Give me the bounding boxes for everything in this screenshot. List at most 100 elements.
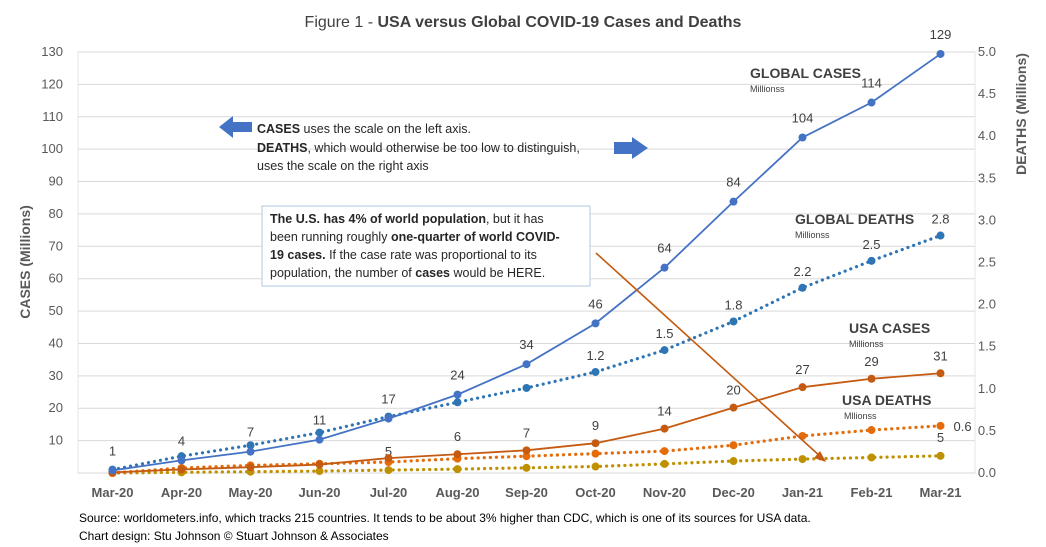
- data-point: [591, 439, 600, 448]
- data-point: [591, 367, 600, 376]
- text-run: would be HERE.: [450, 266, 545, 280]
- data-point: [591, 319, 600, 328]
- right-tick-label: 1.5: [978, 339, 996, 354]
- data-label: 1.8: [724, 297, 742, 312]
- left-tick-label: 100: [41, 141, 63, 156]
- data-label: 24: [450, 368, 464, 383]
- data-point: [522, 452, 531, 461]
- chart-title-prefix: Figure 1 -: [305, 14, 378, 31]
- data-point: [660, 346, 669, 355]
- right-tick-label: 4.0: [978, 128, 996, 143]
- data-label: 5: [937, 430, 944, 445]
- x-tick-label: Aug-20: [435, 485, 479, 500]
- data-label: 1: [109, 443, 116, 458]
- data-label: 104: [792, 110, 814, 125]
- data-point: [867, 98, 876, 107]
- data-point: [867, 453, 876, 462]
- x-tick-label: Dec-20: [712, 485, 755, 500]
- left-tick-label: 80: [49, 206, 63, 221]
- left-tick-label: 130: [41, 44, 63, 59]
- note-line: The U.S. has 4% of world population, but…: [270, 212, 544, 226]
- data-label: 5: [385, 444, 392, 459]
- data-point: [522, 446, 531, 455]
- left-tick-label: 120: [41, 76, 63, 91]
- data-point: [522, 463, 531, 472]
- left-axis-ticks: 10 20 30 40 50 60 70 80 90 100 110 120 130: [41, 44, 63, 448]
- data-label: 7: [247, 425, 254, 440]
- note-line: population, the number of cases would be…: [270, 266, 545, 280]
- data-label: 11: [313, 413, 327, 428]
- data-point: [867, 256, 876, 265]
- here-pointer-line: [595, 252, 822, 458]
- data-point: [936, 231, 945, 240]
- right-axis-note-line1: DEATHS, which would otherwise be too low…: [257, 141, 580, 155]
- data-label: 14: [657, 404, 671, 419]
- left-tick-label: 110: [42, 109, 63, 124]
- note-line: been running roughly one-quarter of worl…: [270, 230, 560, 244]
- text-run: If the case rate was proportional to its: [326, 248, 537, 262]
- data-label: 84: [726, 175, 740, 190]
- here-pointer-arrowhead: [814, 451, 826, 462]
- data-label: 29: [864, 354, 878, 369]
- note-text: The U.S. has 4% of world population, but…: [270, 212, 560, 280]
- right-tick-label: 2.0: [978, 297, 996, 312]
- right-axis-title: DEATHS (Millions): [1013, 53, 1029, 175]
- data-label: 2.2: [793, 264, 811, 279]
- chart-title: Figure 1 - USA versus Global COVID-19 Ca…: [305, 14, 742, 31]
- data-point: [246, 463, 255, 472]
- data-point: [729, 441, 738, 450]
- data-point: [453, 398, 462, 407]
- data-point: [936, 49, 945, 58]
- left-tick-label: 60: [49, 271, 63, 286]
- data-point: [867, 426, 876, 435]
- data-point: [660, 263, 669, 272]
- series-unit-label: Millionss: [750, 84, 785, 94]
- data-point: [315, 428, 324, 437]
- data-point: [798, 133, 807, 142]
- data-point: [936, 421, 945, 430]
- data-label: 17: [381, 392, 395, 407]
- right-axis-note-line2: uses the scale on the right axis: [257, 159, 429, 173]
- data-point: [177, 465, 186, 474]
- left-tick-label: 10: [49, 433, 63, 448]
- data-point: [177, 456, 186, 465]
- data-label: 6: [454, 429, 461, 444]
- data-point: [591, 462, 600, 471]
- right-tick-label: 3.0: [978, 212, 996, 227]
- data-label: 2.5: [862, 237, 880, 252]
- right-tick-label: 1.0: [978, 381, 996, 396]
- data-point: [729, 457, 738, 466]
- x-tick-label: May-20: [228, 485, 272, 500]
- annotations: CASES uses the scale on the left axis. D…: [219, 116, 826, 462]
- data-label: 114: [861, 76, 882, 91]
- series-unit-label: Millionss: [795, 230, 830, 240]
- x-tick-label: Mar-21: [920, 485, 962, 500]
- covid-line-chart: Figure 1 - USA versus Global COVID-19 Ca…: [17, 14, 1029, 500]
- right-tick-label: 3.5: [978, 170, 996, 185]
- data-point: [108, 466, 117, 475]
- data-label: 0.6: [954, 419, 972, 434]
- x-tick-label: Sep-20: [505, 485, 548, 500]
- data-point: [729, 403, 738, 412]
- text-run: been running roughly: [270, 230, 391, 244]
- right-axis-ticks: 0.0 0.5 1.0 1.5 2.0 2.5 3.0 3.5 4.0 4.5 5.0: [978, 44, 996, 480]
- data-point: [867, 374, 876, 383]
- x-tick-label: Jul-20: [370, 485, 408, 500]
- left-tick-label: 70: [49, 238, 63, 253]
- data-label: 20: [726, 383, 740, 398]
- data-point: [660, 459, 669, 468]
- data-point: [246, 447, 255, 456]
- right-tick-label: 4.5: [978, 86, 996, 101]
- data-label: 9: [592, 418, 599, 433]
- right-arrow-icon: [614, 137, 648, 159]
- x-tick-label: Nov-20: [643, 485, 686, 500]
- series-name-label: GLOBAL CASES: [750, 65, 861, 81]
- text-run: DEATHS: [257, 141, 307, 155]
- data-label: 64: [657, 241, 671, 256]
- data-point: [453, 450, 462, 459]
- data-point: [315, 435, 324, 444]
- text-run: CASES: [257, 122, 300, 136]
- left-arrow-icon: [219, 116, 252, 138]
- data-label: 34: [519, 337, 533, 352]
